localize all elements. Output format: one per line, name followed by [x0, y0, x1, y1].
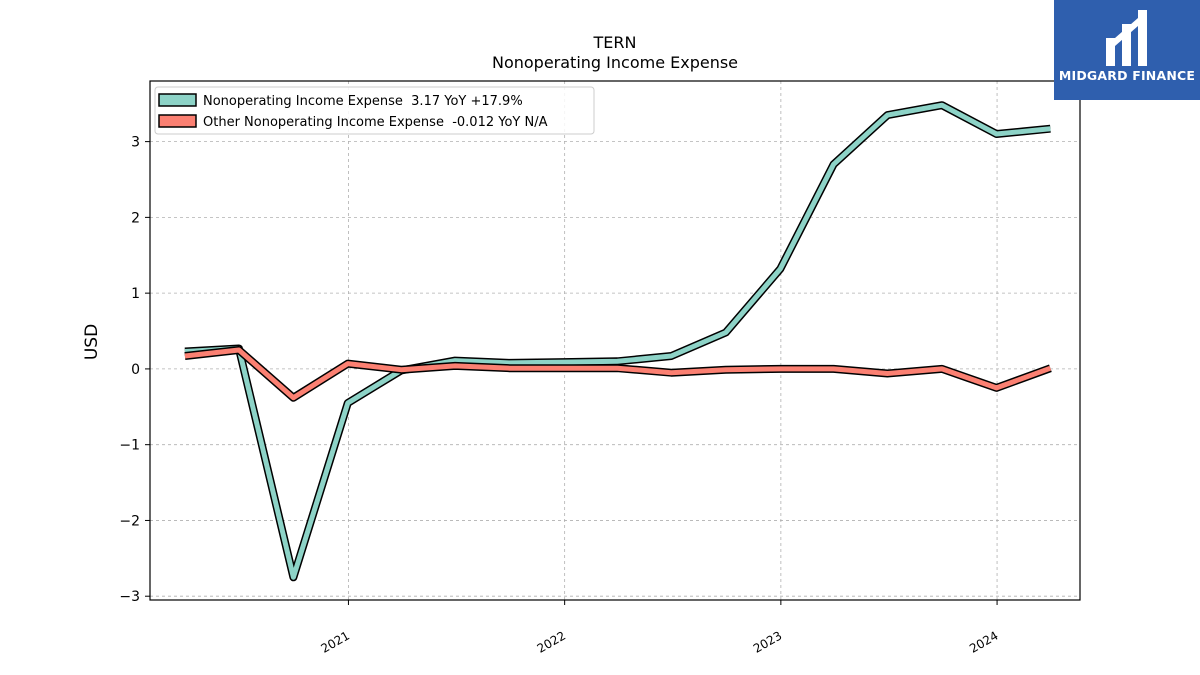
legend-box [154, 86, 595, 135]
y-tick-label: 3 [131, 135, 140, 151]
y-tick-label: 0 [131, 362, 140, 378]
series-1-line [184, 347, 1052, 401]
chart-title: TERN [593, 33, 637, 52]
series-0-line [184, 102, 1051, 580]
x-tick-label: 2023 [751, 628, 784, 655]
logo-text: MIDGARD FINANCE [1058, 68, 1196, 83]
y-axis-label: USD [82, 324, 102, 360]
y-tick-label: −1 [119, 438, 140, 454]
x-tick-label: 2022 [535, 628, 568, 655]
legend-label-series-0: Nonoperating Income Expense 3.17 YoY +17… [203, 94, 523, 109]
grid-layer [150, 81, 1080, 600]
y-tick-label: 2 [131, 210, 140, 226]
y-tick-label: 1 [131, 286, 140, 302]
y-tick-label: −2 [119, 513, 140, 529]
legend: Nonoperating Income Expense 3.17 YoY +17… [154, 86, 595, 135]
legend-label-series-1: Other Nonoperating Income Expense -0.012… [203, 115, 548, 130]
series-1-outline [184, 346, 1052, 402]
legend-swatch-series-1 [158, 114, 197, 128]
legend-swatch-series-0 [158, 93, 197, 107]
x-tick-label: 2021 [318, 628, 351, 655]
x-tick-label: 2024 [967, 628, 1000, 655]
logo-mark-icon [1106, 10, 1147, 66]
chart-subtitle: Nonoperating Income Expense [492, 53, 738, 72]
plot-frame [149, 80, 1081, 601]
y-tick-label: −3 [119, 589, 140, 605]
series-layer [184, 101, 1052, 582]
midgard-finance-logo: MIDGARD FINANCE [1054, 0, 1200, 100]
